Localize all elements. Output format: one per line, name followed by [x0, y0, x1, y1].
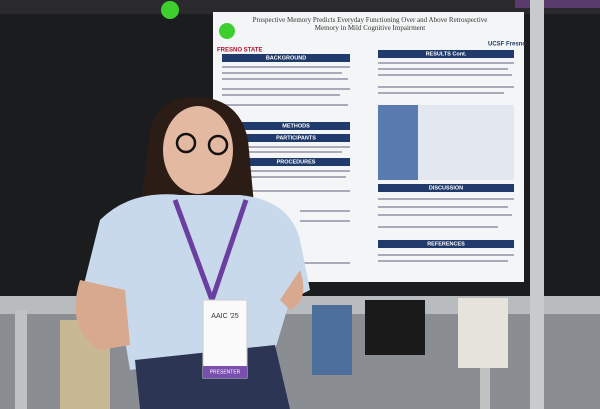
- pole: [15, 310, 27, 409]
- legs: [458, 298, 508, 368]
- badge-strip: [203, 366, 247, 378]
- badge-role: PRESENTER: [210, 369, 241, 375]
- poster-title: Prospective Memory Predicts Everyday Fun…: [252, 16, 488, 32]
- logo-left: FRESNO STATE: [217, 48, 262, 54]
- table-column: [378, 105, 418, 180]
- banner: [515, 0, 600, 8]
- glasses: [207, 134, 229, 156]
- section-header: PARTICIPANTS: [276, 135, 316, 141]
- section-bar: [378, 240, 514, 248]
- green-dot: [161, 1, 179, 19]
- legs: [365, 300, 425, 355]
- section-bar: [242, 122, 350, 130]
- blouse: [80, 194, 310, 370]
- section-header: BACKGROUND: [266, 55, 306, 61]
- arm: [75, 280, 130, 350]
- logo-right: UCSF Fresno: [488, 42, 526, 48]
- legs: [312, 305, 352, 375]
- badge: [202, 299, 248, 379]
- pole: [530, 0, 544, 409]
- face: [163, 106, 233, 194]
- section-bar: [378, 50, 514, 58]
- green-dot: [219, 23, 235, 39]
- section-bar: [242, 158, 350, 166]
- board-top: [0, 0, 600, 14]
- section-header: REFERENCES: [427, 241, 465, 247]
- section-header: DISCUSSION: [429, 185, 463, 191]
- arm: [280, 270, 304, 310]
- section-bar: [242, 134, 350, 142]
- section-bar: [222, 54, 350, 62]
- section-bar: [378, 184, 514, 192]
- section-header: PROCEDURES: [277, 159, 316, 165]
- section-header: RESULTS Cont.: [426, 51, 467, 57]
- text-lines: [222, 62, 514, 264]
- glasses: [175, 132, 197, 154]
- section-header: METHODS: [282, 123, 310, 129]
- badge-event: AAIC '25: [211, 313, 239, 320]
